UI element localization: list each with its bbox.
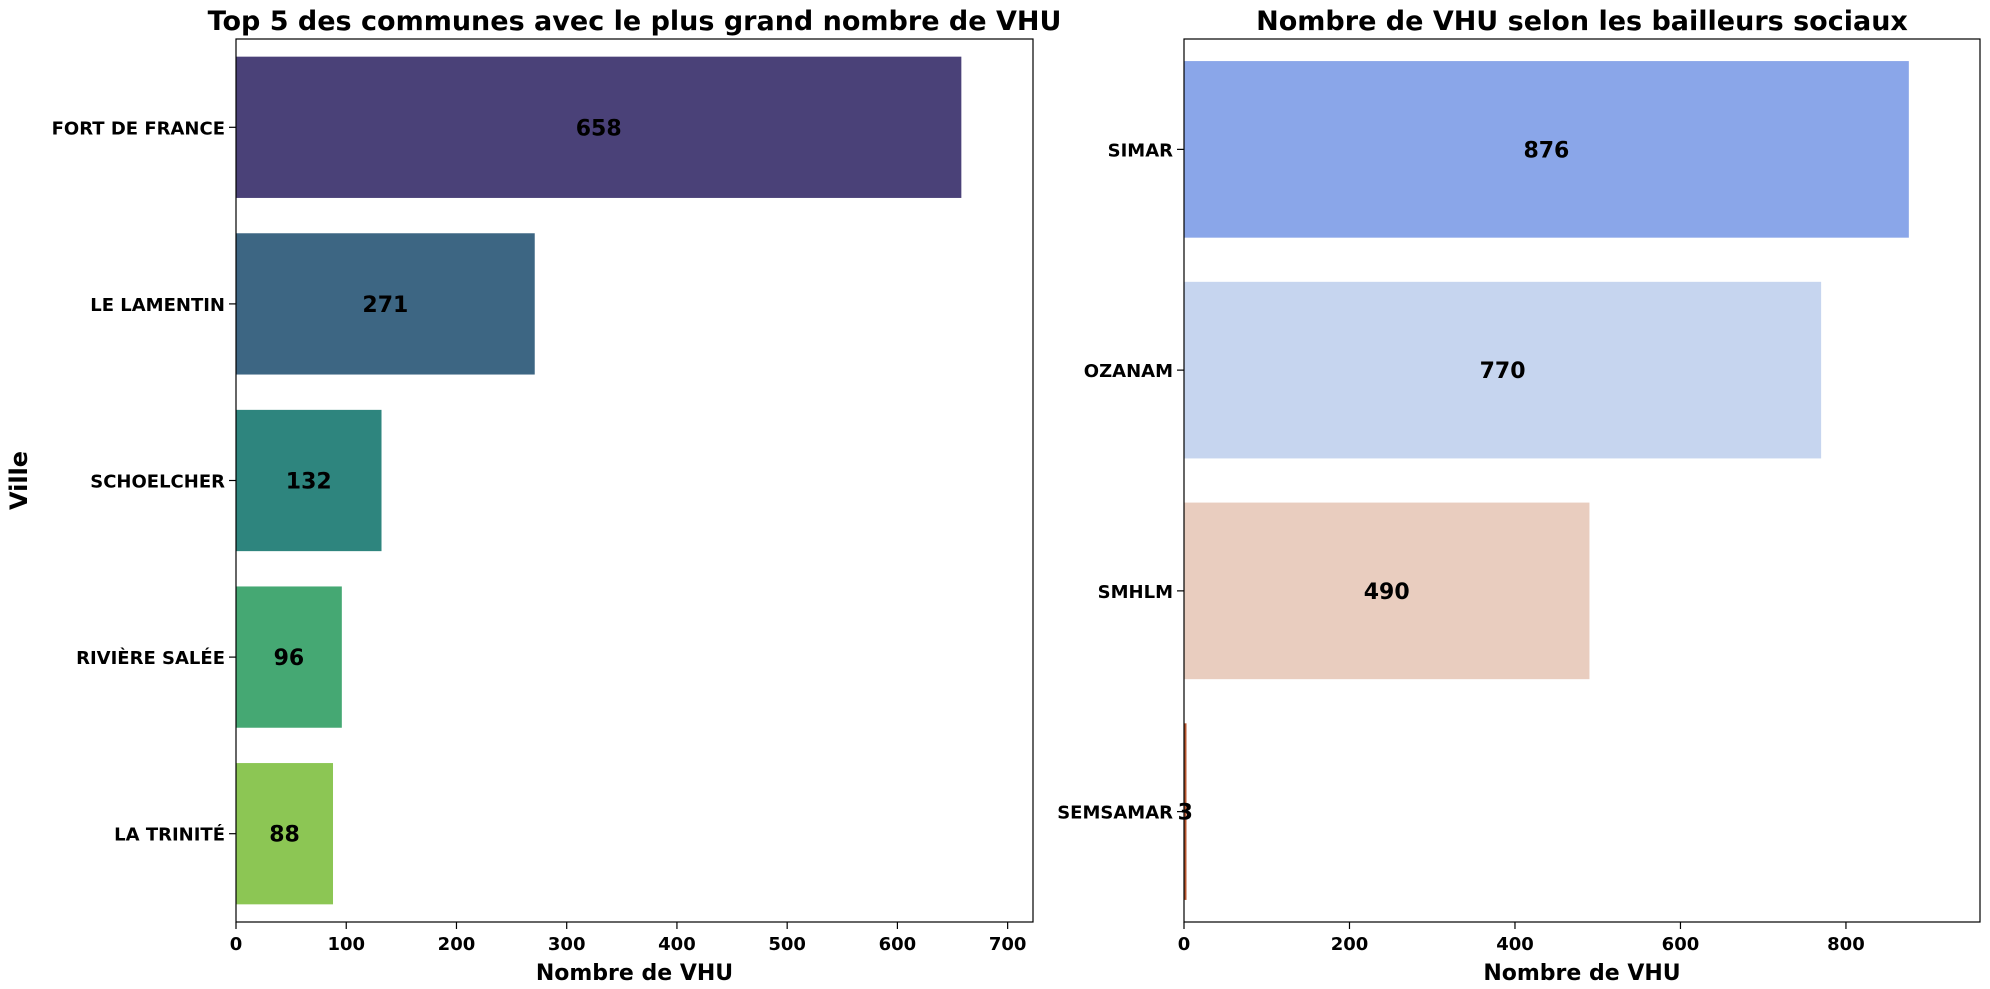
y-tick-label: SEMSAMAR: [1057, 803, 1173, 824]
x-tick-label: 100: [327, 934, 365, 955]
y-tick-label: SCHOELCHER: [90, 472, 225, 493]
y-tick-label: OZANAM: [1084, 361, 1173, 382]
x-tick-label: 700: [989, 934, 1027, 955]
bar-value-label: 876: [1523, 138, 1569, 163]
x-tick-label: 0: [1178, 934, 1191, 955]
x-tick-label: 200: [1331, 934, 1369, 955]
x-tick-label: 500: [768, 934, 806, 955]
x-tick-label: 200: [438, 934, 476, 955]
x-axis-label: Nombre de VHU: [1483, 961, 1680, 986]
bar: [1184, 281, 1822, 459]
bar-value-label: 490: [1364, 580, 1410, 605]
y-tick-label: LA TRINITÉ: [114, 824, 225, 846]
bar-value-label: 770: [1480, 359, 1526, 384]
x-tick-label: 800: [1827, 934, 1865, 955]
plot-frame: [235, 38, 1034, 923]
chart-panel-communes: 658 FORT DE FRANCE 271 LE LAMENTIN 132 SCHOEL…: [5, 6, 1061, 986]
x-tick-label: 300: [548, 934, 586, 955]
x-tick-label: 600: [879, 934, 917, 955]
x-tick-label: 600: [1662, 934, 1700, 955]
bar-value-label: 3: [1178, 801, 1193, 826]
bar: [1184, 723, 1187, 900]
bar-value-label: 132: [286, 470, 332, 495]
y-tick-label: LE LAMENTIN: [90, 295, 225, 316]
bar: [236, 763, 334, 905]
y-axis-label: Ville: [5, 451, 33, 510]
bar-value-label: 88: [269, 823, 300, 848]
bar: [1184, 61, 1909, 238]
y-tick-label: SIMAR: [1108, 140, 1174, 161]
x-tick-label: 400: [658, 934, 696, 955]
y-tick-label: FORT DE FRANCE: [52, 118, 225, 139]
bar-value-label: 96: [274, 646, 305, 671]
bar-value-label: 658: [576, 116, 622, 141]
chart-title: Nombre de VHU selon les bailleurs sociau…: [1256, 6, 1908, 37]
x-axis-label: Nombre de VHU: [536, 961, 733, 986]
bar: [236, 586, 342, 728]
y-tick-label: SMHLM: [1098, 582, 1173, 603]
bar: [1184, 502, 1590, 680]
x-tick-label: 0: [230, 934, 243, 955]
chart-title: Top 5 des communes avec le plus grand no…: [208, 6, 1062, 37]
bar: [236, 56, 962, 198]
bar: [236, 233, 535, 375]
bar-value-label: 271: [362, 293, 408, 318]
plot-frame: [1183, 38, 1981, 923]
x-tick-label: 400: [1496, 934, 1534, 955]
y-tick-label: RIVIÈRE SALÉE: [76, 647, 225, 669]
bar: [236, 409, 382, 552]
